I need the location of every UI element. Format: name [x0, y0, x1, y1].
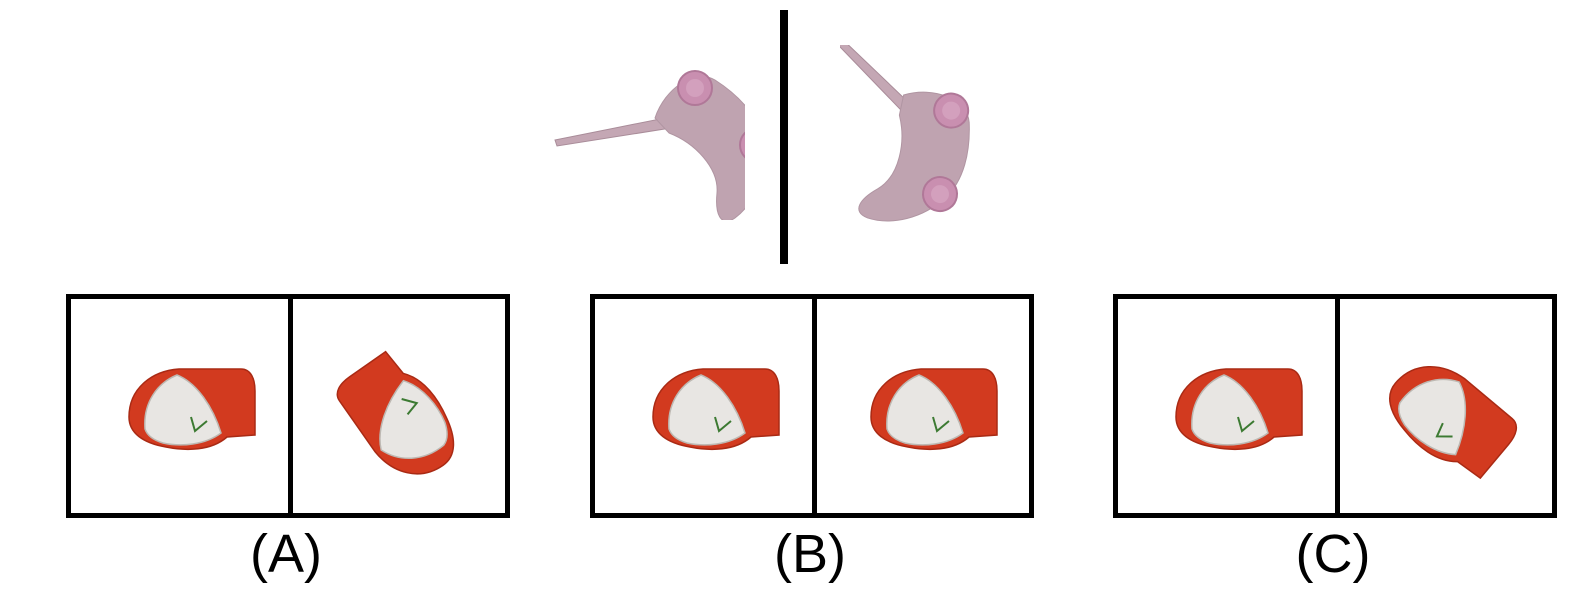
controller-object: [554, 70, 745, 220]
cap-icon: [1175, 368, 1303, 451]
cap-icon-rotated: [1373, 345, 1524, 491]
option-b-divider: [812, 299, 817, 513]
option-a-label: (A): [250, 524, 322, 584]
option-b-frame[interactable]: [590, 294, 1034, 518]
controller-object-rotated: [840, 45, 1000, 230]
cap-icon: [870, 368, 998, 451]
option-c-divider: [1335, 299, 1340, 513]
reference-divider: [780, 10, 788, 264]
reference-left: [545, 50, 745, 220]
option-b-label: (B): [774, 524, 846, 584]
option-a-divider: [288, 299, 293, 513]
cap-icon: [128, 368, 256, 451]
option-a-frame[interactable]: [66, 294, 510, 518]
cap-icon-rotated: [330, 342, 471, 494]
cap-icon: [652, 368, 780, 451]
option-c-label: (C): [1295, 524, 1371, 584]
reference-right: [840, 45, 1000, 230]
option-c-frame[interactable]: [1113, 294, 1557, 518]
